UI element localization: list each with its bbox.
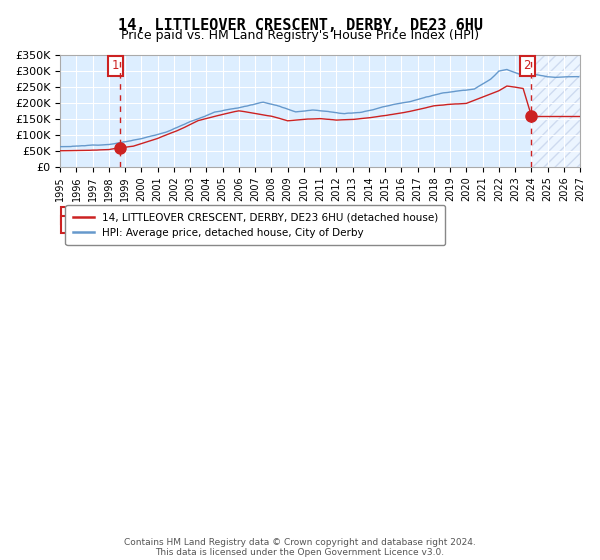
Bar [532, 55, 580, 167]
Text: Contains HM Land Registry data © Crown copyright and database right 2024.
This d: Contains HM Land Registry data © Crown c… [124, 538, 476, 557]
Text: 14, LITTLEOVER CRESCENT, DERBY, DE23 6HU: 14, LITTLEOVER CRESCENT, DERBY, DE23 6HU [118, 18, 482, 33]
Text: 2: 2 [64, 219, 71, 229]
Text: £60,000: £60,000 [247, 211, 293, 221]
Text: 1: 1 [65, 211, 71, 221]
Text: Price paid vs. HM Land Registry's House Price Index (HPI): Price paid vs. HM Land Registry's House … [121, 29, 479, 42]
Text: 04-JAN-2024: 04-JAN-2024 [99, 219, 169, 229]
Text: 04-SEP-1998: 04-SEP-1998 [99, 211, 170, 221]
Text: 2: 2 [524, 59, 531, 72]
Text: 47% ↓ HPI: 47% ↓ HPI [356, 219, 416, 229]
Text: 1: 1 [112, 59, 119, 72]
Text: 17% ↓ HPI: 17% ↓ HPI [356, 211, 416, 221]
Legend: 14, LITTLEOVER CRESCENT, DERBY, DE23 6HU (detached house), HPI: Average price, d: 14, LITTLEOVER CRESCENT, DERBY, DE23 6HU… [65, 206, 445, 245]
Text: £161,000: £161,000 [247, 219, 300, 229]
